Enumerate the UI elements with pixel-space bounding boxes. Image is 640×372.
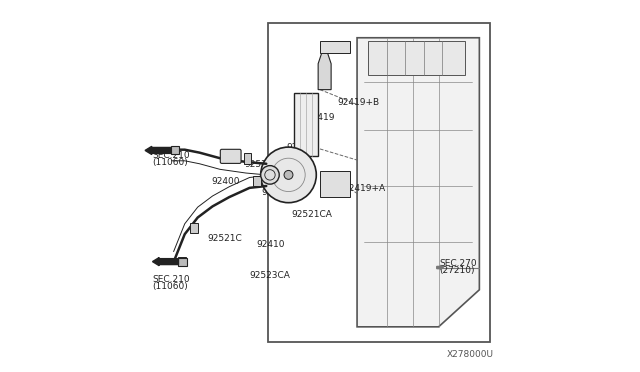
Text: 92419+B: 92419+B xyxy=(338,98,380,107)
Polygon shape xyxy=(357,38,479,327)
Bar xyxy=(244,153,252,164)
Bar xyxy=(190,223,198,233)
Bar xyxy=(253,176,260,186)
Bar xyxy=(179,257,186,265)
Circle shape xyxy=(284,170,293,179)
Text: 92419+A: 92419+A xyxy=(343,184,385,193)
Text: 92521CA: 92521CA xyxy=(291,210,332,219)
Text: (27210): (27210) xyxy=(439,266,475,275)
Text: SEC.210: SEC.210 xyxy=(152,275,190,284)
Text: 92400: 92400 xyxy=(212,177,240,186)
Polygon shape xyxy=(318,52,331,90)
Bar xyxy=(368,41,465,75)
FancyArrow shape xyxy=(436,266,444,269)
Text: SEC.210: SEC.210 xyxy=(152,151,190,160)
Text: (11060): (11060) xyxy=(152,158,188,167)
Circle shape xyxy=(260,166,279,184)
Text: 92419: 92419 xyxy=(306,113,335,122)
Text: 92580: 92580 xyxy=(286,142,314,151)
Bar xyxy=(294,93,318,156)
Bar xyxy=(179,257,187,266)
Text: X278000U: X278000U xyxy=(447,350,494,359)
Text: 92521C: 92521C xyxy=(207,234,242,243)
Bar xyxy=(171,146,179,154)
FancyArrow shape xyxy=(145,146,171,154)
Text: (11060): (11060) xyxy=(152,282,188,291)
Text: 92523CA: 92523CA xyxy=(250,271,291,280)
FancyArrow shape xyxy=(152,257,179,266)
Circle shape xyxy=(260,147,316,203)
Text: SEC.270: SEC.270 xyxy=(439,259,477,267)
Text: 92410: 92410 xyxy=(256,240,285,249)
FancyBboxPatch shape xyxy=(220,149,241,163)
Text: 92522P: 92522P xyxy=(262,188,295,197)
FancyBboxPatch shape xyxy=(268,23,490,341)
Bar xyxy=(320,171,349,197)
Bar xyxy=(320,41,349,52)
Text: 92521C: 92521C xyxy=(244,160,279,169)
